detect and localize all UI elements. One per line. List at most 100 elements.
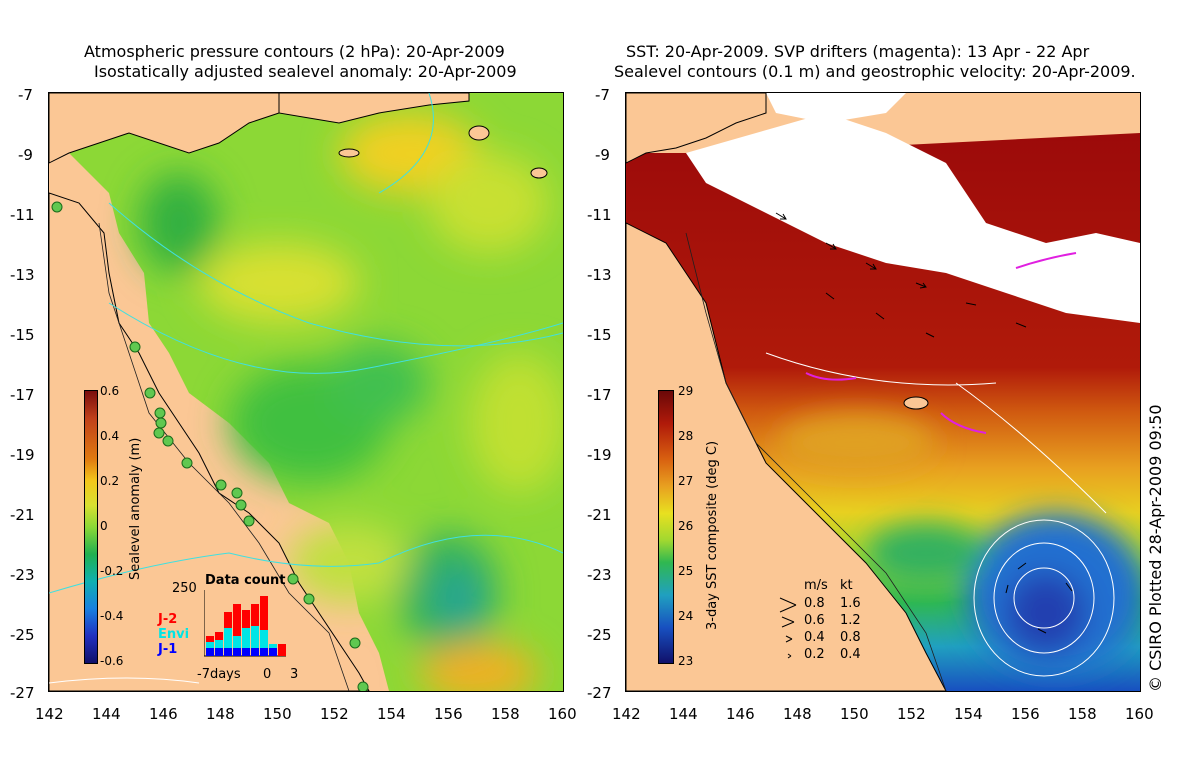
velocity-arrows — [775, 212, 1073, 634]
lat-tick: -9 — [18, 146, 33, 164]
sealevel-contour — [955, 382, 1107, 514]
lat-tick: -11 — [587, 206, 612, 224]
data-count-xlabel-zero: 0 — [263, 667, 272, 682]
pressure-contour — [49, 552, 380, 594]
bathymetry-contour — [98, 222, 350, 691]
lon-tick: 156 — [1011, 705, 1040, 723]
anomaly-blobs — [139, 113, 563, 691]
lon-tick: 154 — [377, 705, 406, 723]
lon-tick: 148 — [783, 705, 812, 723]
lat-tick: -23 — [587, 566, 612, 584]
data-count-chart — [203, 590, 286, 662]
left-title-line2: Isostatically adjusted sealevel anomaly:… — [94, 62, 517, 81]
lon-tick: 154 — [954, 705, 983, 723]
drifter-track — [805, 372, 857, 381]
lat-tick: -17 — [10, 386, 35, 404]
lat-tick: -15 — [587, 326, 612, 344]
velocity-legend-ms-1: 0.6 — [804, 613, 825, 628]
island — [530, 167, 548, 179]
island — [903, 396, 929, 410]
lat-tick: -27 — [587, 684, 612, 702]
sealevel-colorbar-label: Sealevel anomaly (m) — [128, 437, 143, 580]
sst-colorbar-tick-0: 29 — [678, 384, 694, 398]
sealevel-contour — [993, 542, 1095, 654]
velocity-legend-kt-0: 1.6 — [840, 596, 861, 611]
sealevel-colorbar-tick-0: 0.6 — [100, 384, 120, 398]
right-title-line2: Sealevel contours (0.1 m) and geostrophi… — [614, 62, 1136, 81]
drifter-track — [940, 412, 987, 434]
lon-tick: 146 — [726, 705, 755, 723]
sealevel-colorbar-tick-5: -0.4 — [100, 609, 124, 623]
right-title-line1: SST: 20-Apr-2009. SVP drifters (magenta)… — [626, 42, 1090, 61]
bathymetry-contour — [685, 232, 947, 691]
lon-tick: 142 — [612, 705, 641, 723]
lat-tick: -23 — [10, 566, 35, 584]
sst-colorbar-tick-4: 25 — [678, 564, 694, 578]
velocity-legend-kt-3: 0.4 — [840, 647, 861, 662]
data-count-title: Data count — [205, 573, 286, 588]
sealevel-colorbar-tick-4: -0.2 — [100, 564, 124, 578]
lon-tick: 158 — [1068, 705, 1097, 723]
velocity-legend-header-kt: kt — [840, 578, 853, 593]
lat-tick: -11 — [10, 206, 35, 224]
sealevel-colorbar-tick-3: 0 — [100, 519, 108, 533]
data-count-legend-j2: J-2 — [158, 612, 178, 627]
sealevel-colorbar — [84, 390, 98, 664]
lon-tick: 146 — [149, 705, 178, 723]
lon-tick: 158 — [491, 705, 520, 723]
tide-gauges — [51, 201, 369, 691]
pressure-contour — [49, 677, 200, 684]
lat-tick: -21 — [587, 506, 612, 524]
velocity-legend-ms-0: 0.8 — [804, 596, 825, 611]
left-title-line1: Atmospheric pressure contours (2 hPa): 2… — [84, 42, 505, 61]
lon-tick: 160 — [548, 705, 577, 723]
sealevel-colorbar-tick-6: -0.6 — [100, 654, 124, 668]
lon-tick: 156 — [434, 705, 463, 723]
lat-tick: -17 — [587, 386, 612, 404]
sst-colorbar-tick-1: 28 — [678, 429, 694, 443]
lat-tick: -15 — [10, 326, 35, 344]
drifter-track — [1015, 252, 1077, 269]
lat-tick: -13 — [10, 266, 35, 284]
australia-coast — [626, 222, 947, 691]
sst-colorbar-label: 3-day SST composite (deg C) — [705, 440, 720, 630]
sst-colorbar-tick-6: 23 — [678, 654, 694, 668]
png-coast — [626, 93, 767, 164]
velocity-legend-ms-3: 0.2 — [804, 647, 825, 662]
sst-colorbar-tick-5: 24 — [678, 609, 694, 623]
velocity-legend-header-ms: m/s — [804, 578, 828, 593]
lat-tick: -7 — [18, 86, 33, 104]
velocity-legend-arrows — [778, 596, 798, 666]
sst-colorbar-tick-3: 26 — [678, 519, 694, 533]
velocity-legend-kt-2: 0.8 — [840, 630, 861, 645]
sealevel-colorbar-tick-1: 0.4 — [100, 429, 120, 443]
lat-tick: -19 — [10, 446, 35, 464]
sst-map — [625, 92, 1141, 692]
lon-tick: 150 — [840, 705, 869, 723]
lat-tick: -9 — [595, 146, 610, 164]
lat-tick: -13 — [587, 266, 612, 284]
lat-tick: -7 — [595, 86, 610, 104]
sst-colorbar-tick-2: 27 — [678, 474, 694, 488]
pressure-contour — [378, 534, 563, 564]
sealevel-contour — [973, 519, 1115, 677]
lon-tick: 142 — [35, 705, 64, 723]
sst-map-graphic — [626, 93, 1140, 691]
lon-tick: 148 — [206, 705, 235, 723]
data-count-xlabel-end: 3 — [290, 667, 299, 682]
data-count-ymax: 250 — [172, 581, 197, 596]
pressure-contour — [378, 93, 434, 194]
lon-tick: 150 — [263, 705, 292, 723]
lat-tick: -19 — [587, 446, 612, 464]
png-east-coast — [278, 93, 470, 124]
velocity-legend-kt-1: 1.2 — [840, 613, 861, 628]
cloud-cover — [686, 113, 1140, 323]
pressure-contour — [108, 302, 563, 374]
copyright-notice: © CSIRO Plotted 28-Apr-2009 09:50 — [1146, 404, 1165, 692]
data-count-bars — [206, 596, 286, 656]
sst-blobs — [776, 413, 1140, 673]
sealevel-colorbar-tick-2: 0.2 — [100, 474, 120, 488]
data-count-xlabel-start: -7days — [197, 667, 241, 682]
lon-tick: 144 — [669, 705, 698, 723]
lat-tick: -21 — [10, 506, 35, 524]
